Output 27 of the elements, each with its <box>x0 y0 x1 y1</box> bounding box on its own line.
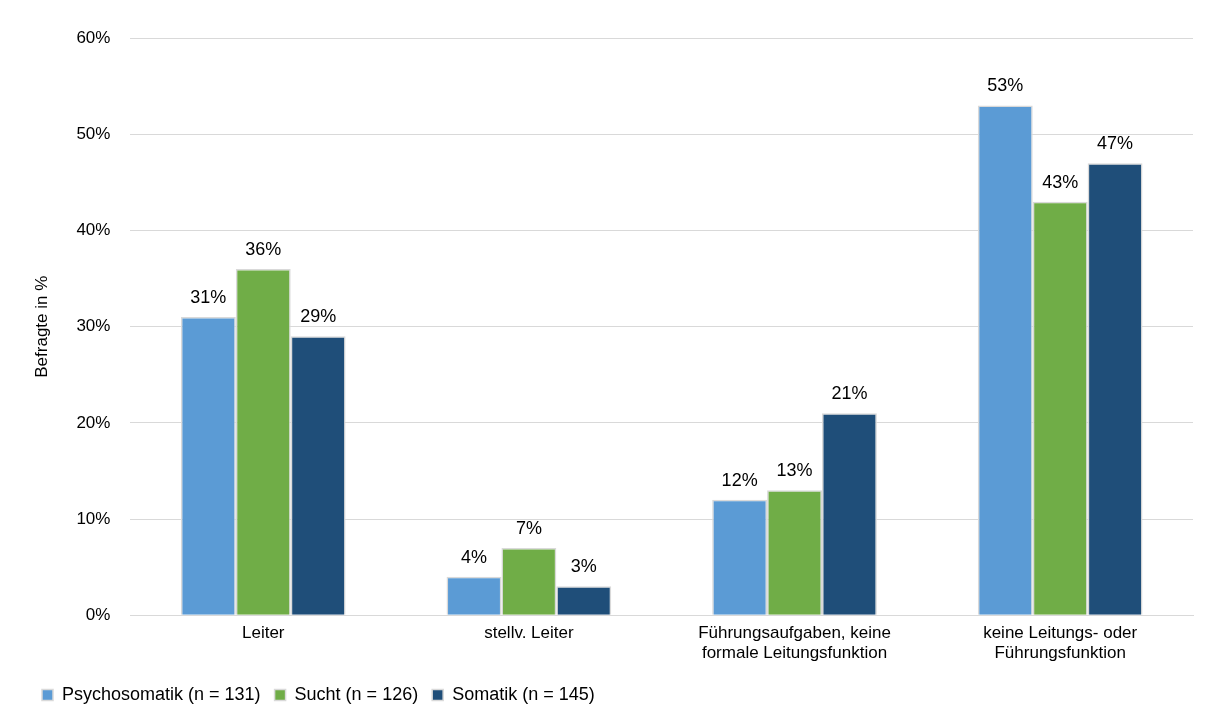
data-label: 29% <box>300 306 337 327</box>
legend-label: Psychosomatik (n = 131) <box>62 683 261 704</box>
x-tick-label: stellv. Leiter <box>484 623 574 643</box>
x-tick-label: keine Leitungs- oder Führungsfunktion <box>983 623 1138 663</box>
data-label: 12% <box>721 469 758 490</box>
y-tick-label: 30% <box>76 316 111 336</box>
data-label: 4% <box>460 546 487 567</box>
data-label: 3% <box>570 556 597 577</box>
data-label: 21% <box>831 383 868 404</box>
y-axis-title: Befragte in % <box>31 275 51 378</box>
y-tick-label: 10% <box>76 508 111 528</box>
data-label: 31% <box>190 287 227 308</box>
y-tick-label: 60% <box>76 27 111 47</box>
legend-label: Sucht (n = 126) <box>294 683 419 704</box>
data-label: 47% <box>1097 133 1134 154</box>
legend-label: Somatik (n = 145) <box>452 683 595 704</box>
y-tick-label: 0% <box>85 604 111 624</box>
y-tick-label: 50% <box>76 124 111 144</box>
data-label: 36% <box>245 238 282 259</box>
y-tick-label: 40% <box>76 220 111 240</box>
data-label: 53% <box>987 75 1024 96</box>
y-tick-label: 20% <box>76 412 111 432</box>
x-tick-label: Führungsaufgaben, keine formale Leitungsfunktion <box>698 623 891 663</box>
x-tick-label: Leiter <box>241 623 285 643</box>
data-label: 13% <box>776 460 813 481</box>
data-label: 43% <box>1042 171 1079 192</box>
data-label: 7% <box>515 517 542 538</box>
